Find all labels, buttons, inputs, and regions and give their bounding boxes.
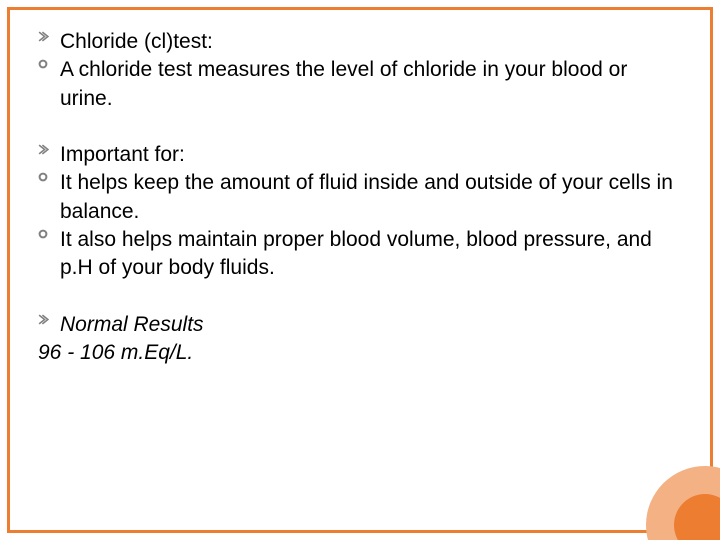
content-group-1: Important for: It helps keep the amount … xyxy=(38,141,682,283)
item-text: It helps keep the amount of fluid inside… xyxy=(60,169,682,226)
content-group-0: Chloride (cl)test: A chloride test measu… xyxy=(38,28,682,113)
chevron-icon xyxy=(38,28,60,42)
decorative-corner-circle-inner xyxy=(674,494,720,540)
list-item: Important for: xyxy=(38,141,682,169)
item-text: It also helps maintain proper blood volu… xyxy=(60,226,682,283)
item-text: Important for: xyxy=(60,141,682,169)
item-text: A chloride test measures the level of ch… xyxy=(60,56,682,113)
chevron-icon xyxy=(38,141,60,155)
list-item: Chloride (cl)test: xyxy=(38,28,682,56)
list-item: It helps keep the amount of fluid inside… xyxy=(38,169,682,226)
content-group-2: Normal Results 96 - 106 m.Eq/L. xyxy=(38,311,682,368)
list-item: A chloride test measures the level of ch… xyxy=(38,56,682,113)
item-text: Chloride (cl)test: xyxy=(60,28,682,56)
chevron-icon xyxy=(38,311,60,325)
list-item: Normal Results xyxy=(38,311,682,339)
list-item: It also helps maintain proper blood volu… xyxy=(38,226,682,283)
donut-icon xyxy=(38,56,60,69)
slide-frame: Chloride (cl)test: A chloride test measu… xyxy=(7,7,713,533)
donut-icon xyxy=(38,226,60,239)
donut-icon xyxy=(38,169,60,182)
result-value: 96 - 106 m.Eq/L. xyxy=(38,339,682,367)
item-text: Normal Results xyxy=(60,311,682,339)
